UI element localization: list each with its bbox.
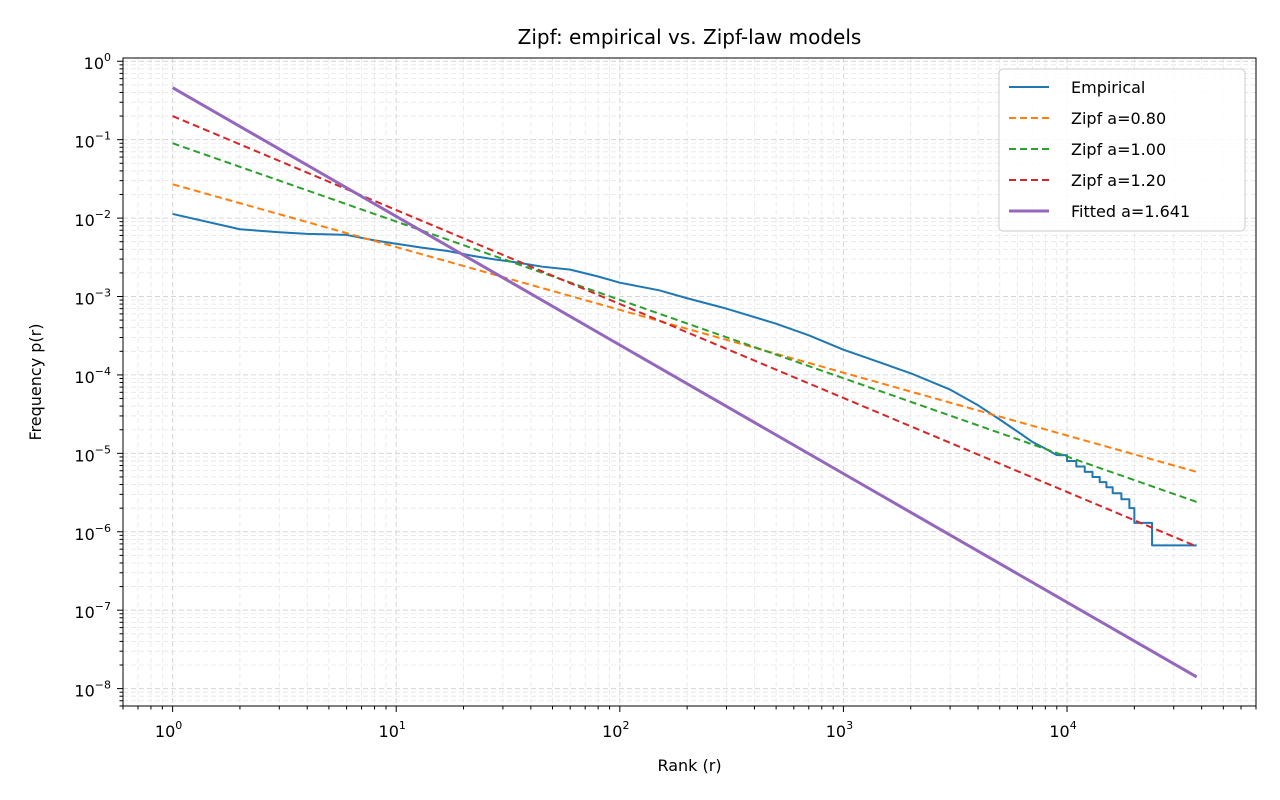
series-line-2 [172,142,1198,503]
chart-title: Zipf: empirical vs. Zipf-law models [518,25,862,49]
x-tick-label: 103 [826,719,853,741]
legend-label-0: Empirical [1071,78,1145,97]
y-tick-label: 10−8 [74,679,111,701]
x-tick-label: 100 [155,719,182,741]
y-tick-label: 10−1 [74,130,111,152]
series-line-3 [172,115,1198,548]
series-layer [171,86,1198,679]
y-axis-title: Frequency p(r) [26,324,45,441]
y-tick-label: 10−2 [74,208,111,230]
x-tick-label: 102 [602,719,629,741]
y-tick-label: 10−4 [74,365,111,387]
x-tick-label: 104 [1049,719,1076,741]
legend-label-1: Zipf a=0.80 [1071,109,1166,128]
y-tick-label: 10−5 [74,443,111,465]
legend-label-4: Fitted a=1.641 [1071,202,1190,221]
ticks-layer: 100 101 102 103 104 100 10−1 10−2 10−3 10−4 10−5 10… [74,51,1257,741]
series-line-0 [172,212,1197,547]
x-axis-title: Rank (r) [657,756,721,775]
x-tick-label: 101 [379,719,406,741]
y-tick-label: 10−6 [74,522,111,544]
legend-label-3: Zipf a=1.20 [1071,171,1166,190]
legend: Empirical Zipf a=0.80 Zipf a=1.00 Zipf a=1.… [998,68,1246,232]
y-tick-label: 10−7 [74,600,111,622]
legend-box [998,68,1246,232]
series-line-4 [171,86,1198,679]
plot-frame [122,57,1257,707]
y-tick-label: 100 [84,51,111,73]
legend-label-2: Zipf a=1.00 [1071,140,1166,159]
y-tick-label: 10−3 [74,287,111,309]
series-line-1 [172,183,1197,473]
